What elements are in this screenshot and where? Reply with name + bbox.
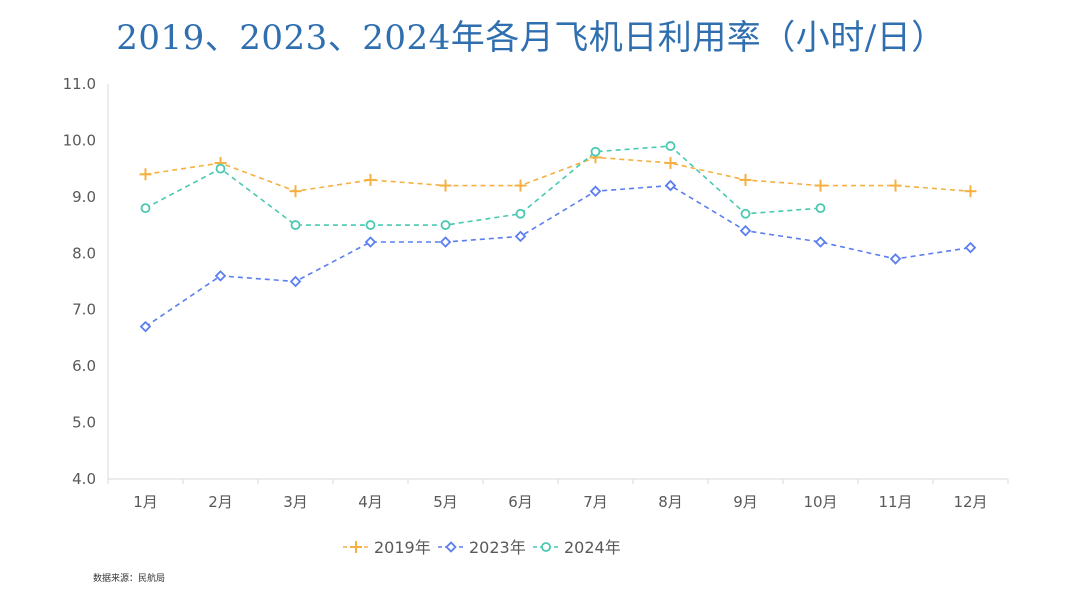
data-point bbox=[964, 185, 977, 198]
legend-item: 2023年 bbox=[438, 538, 526, 557]
x-tick-label: 11月 bbox=[878, 493, 912, 511]
data-point bbox=[514, 179, 527, 192]
series-2023年 bbox=[139, 179, 977, 333]
y-tick-label: 4.0 bbox=[72, 470, 96, 488]
data-point bbox=[214, 270, 227, 282]
y-tick-label: 6.0 bbox=[72, 357, 96, 375]
x-tick-label: 10月 bbox=[803, 493, 837, 511]
y-tick-label: 5.0 bbox=[72, 414, 96, 432]
series-2024年 bbox=[140, 141, 826, 230]
legend-marker bbox=[350, 541, 362, 553]
legend-item: 2019年 bbox=[343, 538, 431, 557]
data-point bbox=[215, 163, 226, 174]
x-tick-label: 2月 bbox=[208, 493, 233, 511]
source-note: 数据来源：民航局 bbox=[93, 574, 166, 584]
data-point bbox=[440, 220, 451, 230]
series-2019年 bbox=[139, 151, 977, 198]
legend-label: 2019年 bbox=[374, 538, 431, 557]
data-point bbox=[814, 179, 827, 192]
legend-marker bbox=[445, 541, 457, 553]
data-point bbox=[514, 230, 527, 243]
y-tick-label: 7.0 bbox=[72, 301, 96, 319]
y-tick-label: 10.0 bbox=[63, 131, 96, 149]
x-tick-label: 1月 bbox=[133, 493, 158, 511]
series-group bbox=[139, 141, 977, 333]
x-tick-label: 6月 bbox=[508, 493, 533, 511]
x-tick-label: 12月 bbox=[953, 493, 987, 511]
data-point bbox=[964, 241, 977, 254]
data-point bbox=[664, 179, 677, 192]
data-point bbox=[664, 157, 677, 169]
x-tick-label: 4月 bbox=[358, 493, 383, 511]
x-tick-label: 3月 bbox=[283, 493, 308, 511]
data-point bbox=[740, 208, 751, 219]
data-point bbox=[889, 253, 902, 265]
x-tick-label: 9月 bbox=[733, 493, 758, 511]
data-point bbox=[589, 185, 602, 197]
data-point bbox=[365, 220, 376, 230]
data-point bbox=[439, 236, 452, 248]
legend: 2019年 2023年 2024年 bbox=[343, 538, 621, 557]
data-point bbox=[590, 146, 601, 157]
data-point bbox=[364, 236, 377, 248]
data-point bbox=[665, 141, 676, 151]
data-point bbox=[889, 179, 902, 192]
series-line bbox=[145, 156, 971, 193]
x-tick-label: 8月 bbox=[658, 493, 683, 511]
legend-marker bbox=[541, 542, 551, 552]
data-point bbox=[739, 173, 752, 186]
data-point bbox=[290, 220, 301, 230]
data-point bbox=[289, 185, 302, 198]
series-line bbox=[145, 184, 971, 328]
axes: 4.0 5.0 6.0 7.0 8.0 9.0 10.0 11.0 1月 2月 3月 4月 5月 6月 7月… bbox=[63, 75, 1009, 511]
x-tick-label: 7月 bbox=[583, 493, 608, 511]
data-point bbox=[739, 224, 752, 237]
chart-title: 2019、2023、2024年各月飞机日利用率（小时/日） bbox=[116, 18, 946, 58]
y-tick-label: 8.0 bbox=[72, 244, 96, 262]
data-point bbox=[439, 179, 452, 192]
data-point bbox=[139, 320, 152, 333]
y-tick-label: 9.0 bbox=[72, 188, 96, 206]
data-point bbox=[289, 275, 302, 288]
data-point bbox=[140, 203, 151, 214]
legend-label: 2023年 bbox=[469, 538, 526, 557]
data-point bbox=[815, 203, 826, 214]
data-point bbox=[515, 208, 526, 219]
data-point bbox=[139, 168, 152, 181]
data-point bbox=[364, 173, 377, 186]
data-point bbox=[814, 236, 827, 248]
y-tick-label: 11.0 bbox=[63, 75, 96, 93]
legend-label: 2024年 bbox=[564, 538, 621, 557]
legend-item: 2024年 bbox=[533, 538, 621, 557]
x-tick-label: 5月 bbox=[433, 493, 458, 511]
